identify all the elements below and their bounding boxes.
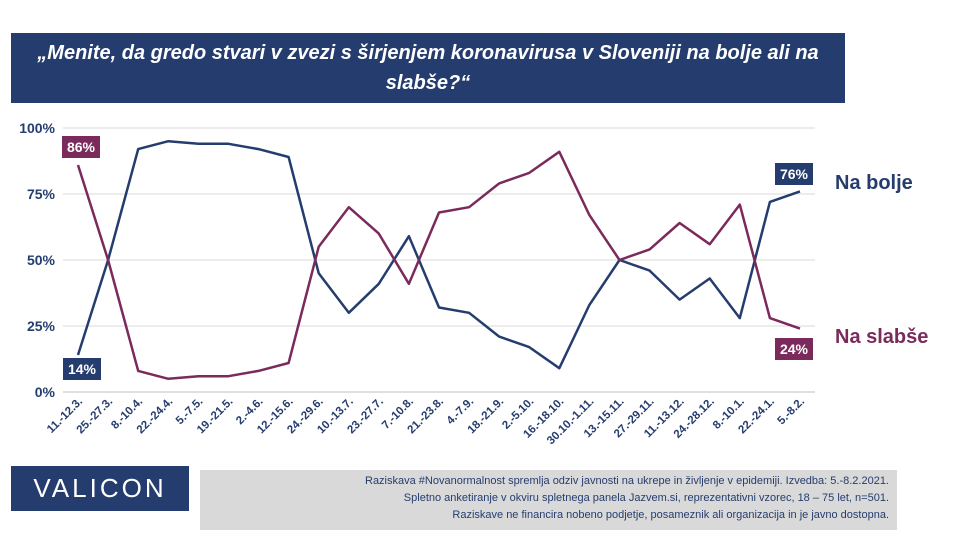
note-line: Raziskava #Novanormalnost spremlja odziv… [365,475,889,487]
data-label-slabse-last-box [775,338,813,360]
x-tick-label: 5.-8.2. [776,396,808,428]
note-line: Raziskave ne financira nobeno podjetje, … [452,509,889,521]
methodology-note: Raziskava #Novanormalnost spremlja odziv… [200,470,897,530]
y-tick-label: 0% [35,384,56,400]
data-label-slabse-first-box [62,136,100,158]
legend-na-slabse: Na slabše [835,326,928,348]
note-line: Spletno anketiranje v okviru spletnega p… [403,492,889,504]
logo-text: VALICON [33,473,167,503]
data-label-bolje-first-box [63,358,101,380]
y-tick-label: 25% [27,318,56,334]
y-tick-label: 100% [19,120,55,136]
y-tick-label: 75% [27,186,56,202]
series-line-na-slabse [76,150,801,381]
valicon-logo: VALICON [11,466,189,511]
data-label-bolje-first: 14% [68,361,97,377]
data-label-bolje-last-box [775,163,813,185]
chart-title-text: „Menite, da gredo stvari v zvezi s širje… [37,42,819,94]
line-chart: 0%25%50%75%100%11.-12.3.25.-27.3.8.-10.4… [19,120,928,447]
data-label-slabse-first: 86% [67,139,96,155]
series-line-na-bolje [76,139,801,370]
legend-na-bolje: Na bolje [835,172,913,194]
chart-title: „Menite, da gredo stvari v zvezi s širje… [11,33,845,103]
data-label-slabse-last: 24% [780,341,809,357]
data-label-bolje-last: 76% [780,166,809,182]
y-tick-label: 50% [27,252,56,268]
